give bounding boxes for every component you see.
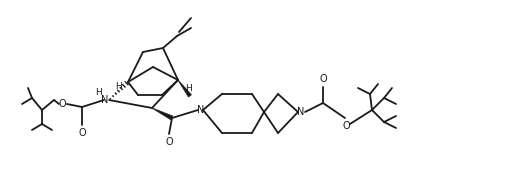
Text: O: O: [78, 128, 86, 138]
Polygon shape: [152, 108, 173, 120]
Text: H: H: [184, 83, 192, 93]
Text: H: H: [114, 82, 122, 91]
Polygon shape: [178, 80, 192, 97]
Text: O: O: [165, 137, 173, 147]
Text: N: N: [197, 105, 205, 115]
Text: N: N: [297, 107, 305, 117]
Text: H: H: [95, 87, 101, 96]
Text: N: N: [101, 95, 109, 105]
Text: O: O: [342, 121, 350, 131]
Text: O: O: [58, 99, 66, 109]
Text: O: O: [319, 74, 327, 84]
